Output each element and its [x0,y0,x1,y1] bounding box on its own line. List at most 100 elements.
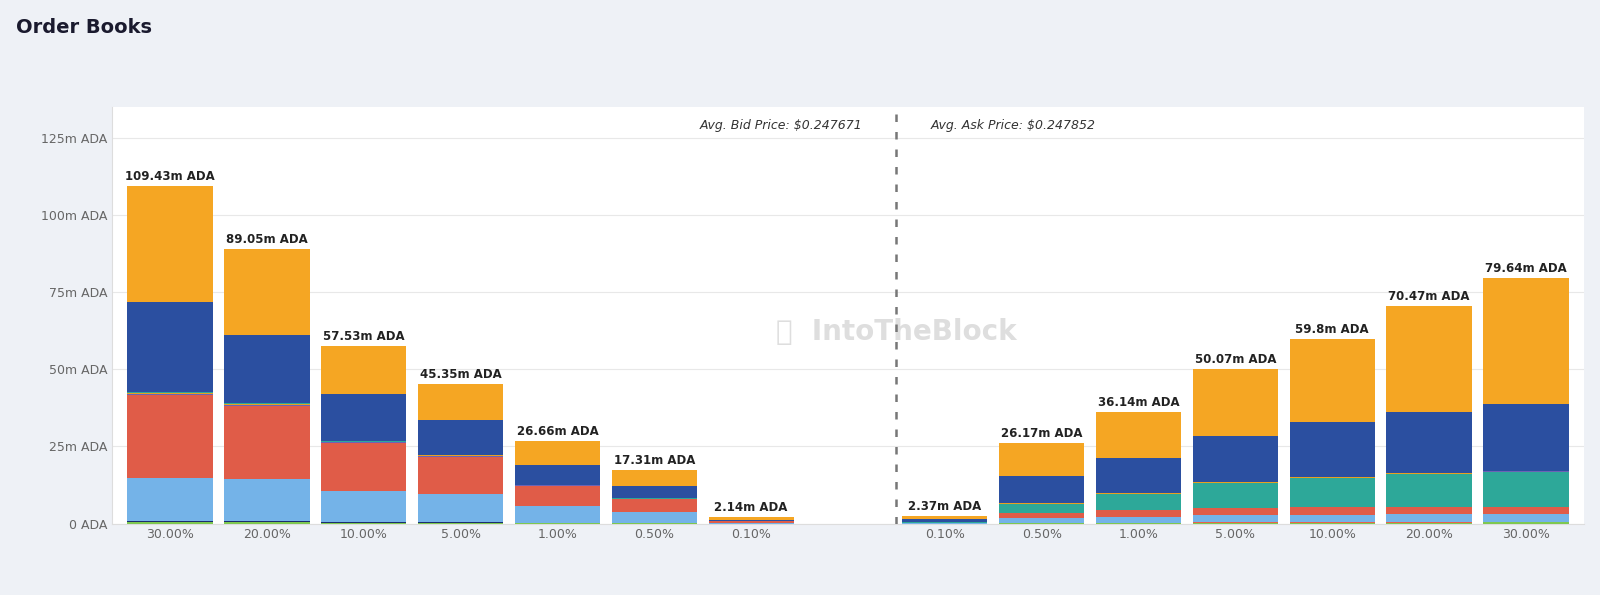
Bar [1483,472,1568,507]
Bar [1483,278,1568,405]
Text: 2.14m ADA: 2.14m ADA [715,501,787,514]
Bar [1290,477,1374,478]
Text: 57.53m ADA: 57.53m ADA [323,330,405,343]
Bar [1096,516,1181,523]
Bar [418,523,504,524]
Bar [1387,506,1472,514]
Bar [515,441,600,465]
Bar [224,479,309,521]
Bar [1192,515,1278,522]
Bar [418,419,504,455]
Bar [224,335,309,403]
Bar [1387,474,1472,506]
Text: 45.35m ADA: 45.35m ADA [419,368,501,381]
Bar [1483,514,1568,522]
Bar [902,516,987,519]
Bar [1192,483,1278,508]
Bar [1290,515,1374,522]
Bar [322,523,406,524]
Bar [224,522,309,524]
Bar [1387,472,1472,473]
Text: 50.07m ADA: 50.07m ADA [1195,353,1277,366]
Bar [128,186,213,302]
Bar [1096,458,1181,493]
Bar [1096,494,1181,511]
Bar [418,456,504,457]
Bar [1290,478,1374,508]
Bar [998,513,1085,518]
Bar [1483,405,1568,471]
Text: 26.66m ADA: 26.66m ADA [517,425,598,439]
Bar [515,465,600,485]
Bar [224,249,309,335]
Bar [1290,422,1374,477]
Bar [1192,523,1278,524]
Bar [1290,508,1374,515]
Bar [709,520,794,521]
Text: 26.17m ADA: 26.17m ADA [1002,427,1083,440]
Text: 109.43m ADA: 109.43m ADA [125,170,214,183]
Text: Avg. Bid Price: $0.247671: Avg. Bid Price: $0.247671 [699,119,862,132]
Bar [128,302,213,392]
Bar [322,394,406,441]
Bar [1387,522,1472,524]
Bar [128,522,213,524]
Bar [418,494,504,522]
Bar [224,521,309,522]
Bar [998,518,1085,523]
Bar [515,506,600,523]
Bar [611,486,698,499]
Bar [1483,471,1568,472]
Bar [128,392,213,393]
Text: Avg. Ask Price: $0.247852: Avg. Ask Price: $0.247852 [930,119,1096,132]
Bar [1096,511,1181,516]
Bar [1387,412,1472,472]
Bar [611,499,698,512]
Bar [128,478,213,521]
Bar [322,443,406,491]
Bar [1192,369,1278,436]
Bar [224,404,309,405]
Bar [224,403,309,404]
Bar [322,442,406,443]
Bar [1387,306,1472,412]
Bar [418,457,504,494]
Bar [322,346,406,394]
Bar [998,443,1085,477]
Bar [128,393,213,394]
Bar [224,406,309,479]
Text: 70.47m ADA: 70.47m ADA [1389,290,1470,303]
Text: ⧈  IntoTheBlock: ⧈ IntoTheBlock [776,318,1016,346]
Bar [1192,436,1278,482]
Bar [128,394,213,395]
Bar [998,477,1085,503]
Text: Order Books: Order Books [16,18,152,37]
Bar [515,486,600,506]
Bar [1387,514,1472,522]
Text: 89.05m ADA: 89.05m ADA [226,233,307,246]
Bar [1096,412,1181,458]
Bar [322,491,406,522]
Text: 17.31m ADA: 17.31m ADA [614,454,694,467]
Bar [1290,522,1374,524]
Bar [418,384,504,419]
Text: 36.14m ADA: 36.14m ADA [1098,396,1179,409]
Bar [128,395,213,478]
Bar [224,405,309,406]
Bar [1483,522,1568,524]
Bar [1387,473,1472,474]
Bar [1192,508,1278,515]
Bar [128,521,213,522]
Bar [1290,339,1374,422]
Text: 59.8m ADA: 59.8m ADA [1296,323,1370,336]
Text: 79.64m ADA: 79.64m ADA [1485,262,1566,275]
Bar [709,522,794,524]
Bar [709,517,794,520]
Bar [709,521,794,522]
Bar [611,470,698,486]
Bar [611,512,698,523]
Text: 2.37m ADA: 2.37m ADA [909,500,981,513]
Bar [998,503,1085,513]
Bar [902,519,987,522]
Bar [322,441,406,442]
